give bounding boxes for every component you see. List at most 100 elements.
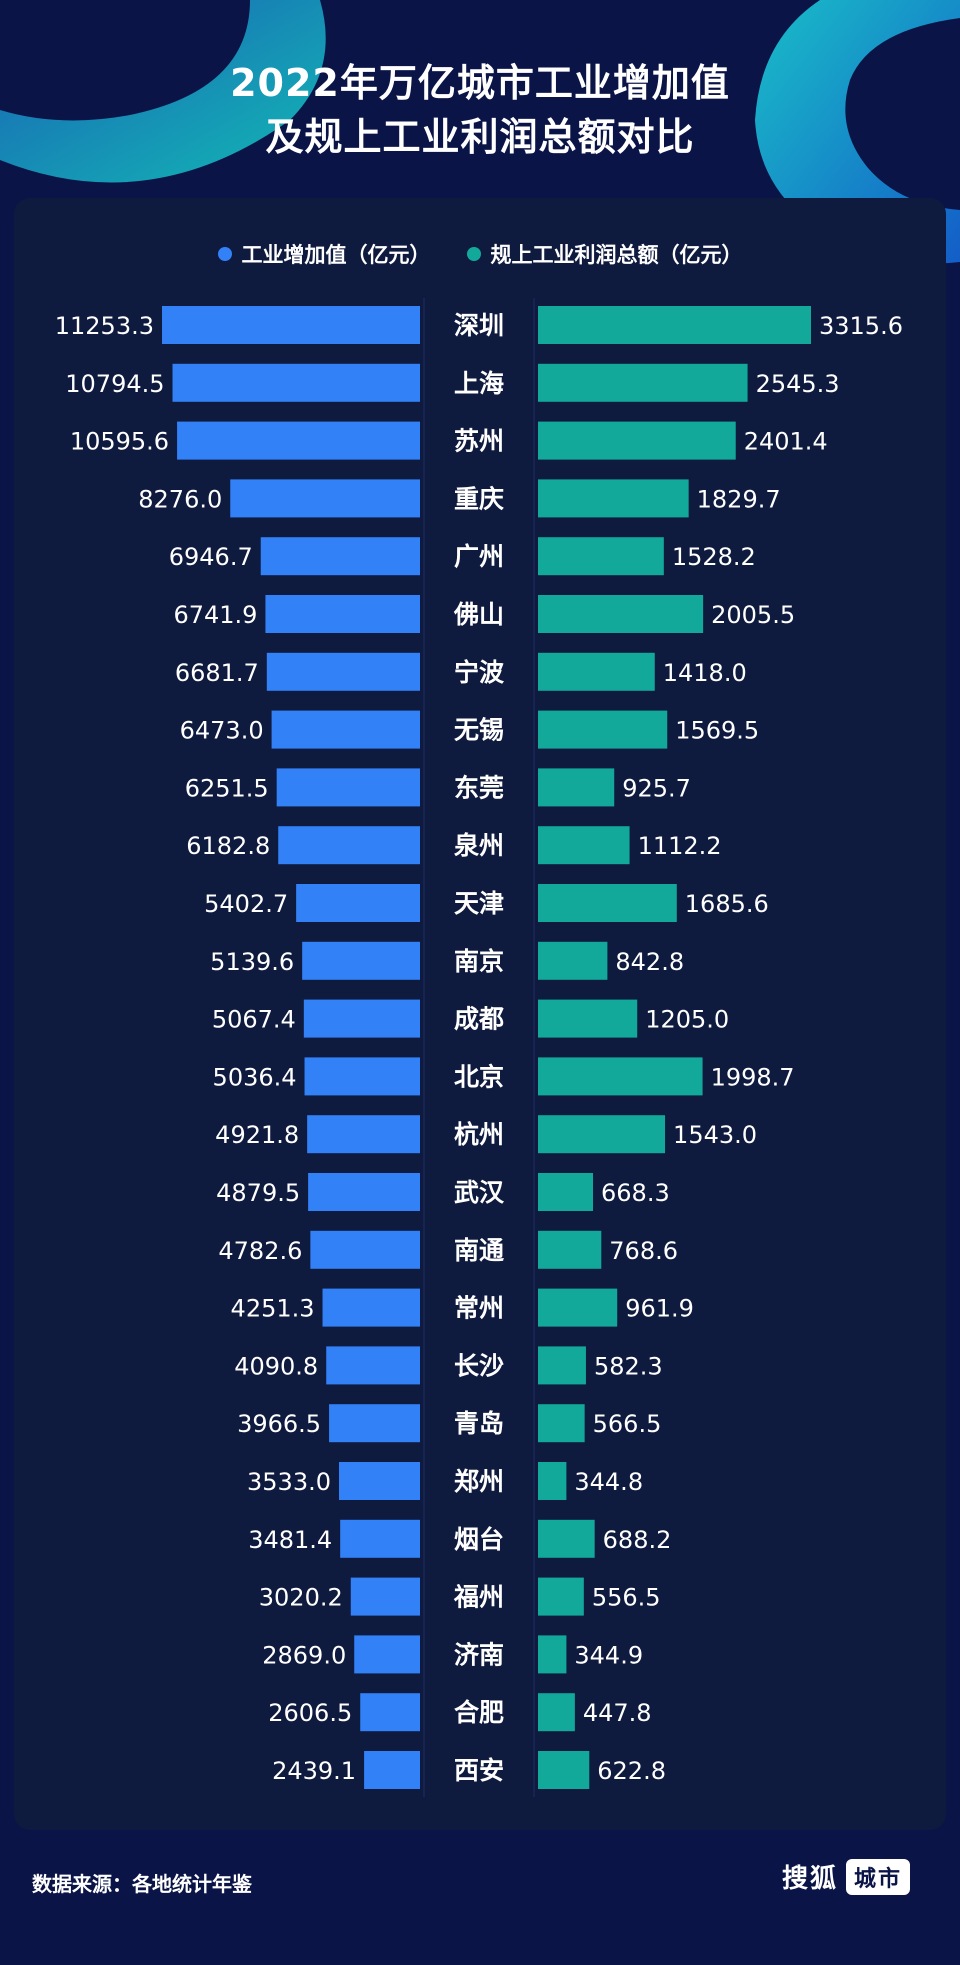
data-label-right: 622.8 xyxy=(597,1757,666,1785)
bar-left xyxy=(310,1230,420,1269)
legend-item-left: 工业增加值（亿元） xyxy=(217,239,431,269)
data-label-right: 1205.0 xyxy=(645,1006,729,1034)
data-label-right: 1543.0 xyxy=(673,1121,757,1149)
category-label: 常州 xyxy=(454,1294,504,1323)
bar-left xyxy=(230,479,420,518)
bar-right xyxy=(538,595,704,633)
data-label-right: 556.5 xyxy=(592,1584,661,1612)
data-label-right: 447.8 xyxy=(583,1699,652,1727)
bar-left xyxy=(303,999,420,1038)
data-label-right: 688.2 xyxy=(603,1526,672,1554)
bar-right xyxy=(538,1173,594,1211)
data-label-left: 11253.3 xyxy=(55,312,154,340)
logo: 搜狐 城市 xyxy=(782,1858,911,1895)
bar-left xyxy=(278,826,420,865)
data-label-right: 2545.3 xyxy=(756,370,840,398)
bar-left xyxy=(177,421,420,460)
data-label-left: 6741.9 xyxy=(173,601,257,629)
data-label-left: 5036.4 xyxy=(213,1063,297,1091)
data-label-right: 1569.5 xyxy=(675,717,759,745)
bar-left xyxy=(354,1635,420,1674)
bar-right xyxy=(538,1693,575,1732)
chart-title: 2022年万亿城市工业增加值 及规上工业利润总额对比 xyxy=(0,56,960,164)
data-label-right: 668.3 xyxy=(601,1179,670,1207)
bar-left xyxy=(360,1693,420,1732)
data-label-left: 6946.7 xyxy=(169,543,253,571)
data-label-left: 8276.0 xyxy=(138,485,222,513)
category-label: 杭州 xyxy=(454,1120,504,1149)
category-label: 上海 xyxy=(454,369,504,398)
category-label: 深圳 xyxy=(454,311,504,340)
bar-right xyxy=(538,363,748,402)
data-label-right: 1685.6 xyxy=(685,890,769,918)
category-label: 泉州 xyxy=(454,831,504,860)
bar-left xyxy=(266,652,420,691)
category-label: 福州 xyxy=(453,1583,504,1612)
category-label: 成都 xyxy=(454,1005,504,1034)
bar-left xyxy=(302,941,420,980)
data-label-left: 4921.8 xyxy=(215,1121,299,1149)
data-label-left: 2869.0 xyxy=(262,1641,346,1669)
bar-right xyxy=(538,1635,567,1674)
data-label-left: 5139.6 xyxy=(210,948,294,976)
bar-right xyxy=(538,1751,590,1789)
bar-right xyxy=(538,710,668,749)
category-label: 西安 xyxy=(454,1756,504,1785)
data-label-left: 4251.3 xyxy=(231,1295,315,1323)
bar-left xyxy=(364,1751,420,1789)
category-label: 南京 xyxy=(454,947,504,976)
chart-panel xyxy=(14,198,946,1830)
data-label-left: 3020.2 xyxy=(259,1584,343,1612)
data-label-right: 2401.4 xyxy=(744,428,828,456)
category-label: 佛山 xyxy=(453,600,504,629)
legend-label-left: 工业增加值（亿元） xyxy=(241,243,431,267)
bar-right xyxy=(538,1346,586,1385)
bar-left xyxy=(265,595,420,633)
bar-left xyxy=(296,884,420,922)
bar-right xyxy=(538,1115,666,1154)
bar-right xyxy=(538,1057,703,1096)
bar-right xyxy=(538,768,615,807)
category-label: 郑州 xyxy=(454,1467,504,1496)
legend-item-right: 规上工业利润总额（亿元） xyxy=(466,239,743,269)
category-label: 武汉 xyxy=(454,1178,505,1207)
data-label-left: 4782.6 xyxy=(218,1237,302,1265)
bar-right xyxy=(538,941,608,980)
bar-left xyxy=(329,1404,420,1443)
category-label: 重庆 xyxy=(454,484,504,513)
data-label-right: 1418.0 xyxy=(663,659,747,687)
bar-left xyxy=(339,1462,420,1500)
bar-right xyxy=(538,306,811,344)
data-label-right: 3315.6 xyxy=(819,312,903,340)
bar-left xyxy=(322,1288,420,1327)
bar-left xyxy=(308,1173,420,1211)
bar-left xyxy=(172,363,420,402)
data-label-right: 344.9 xyxy=(574,1641,643,1669)
data-label-right: 961.9 xyxy=(625,1295,694,1323)
data-label-right: 582.3 xyxy=(594,1352,663,1380)
data-label-left: 4090.8 xyxy=(234,1352,318,1380)
data-label-right: 768.6 xyxy=(609,1237,678,1265)
bar-left xyxy=(271,710,420,749)
data-label-left: 5402.7 xyxy=(204,890,288,918)
legend: 工业增加值（亿元） 规上工业利润总额（亿元） xyxy=(0,236,960,272)
bar-right xyxy=(538,884,677,922)
bar-right xyxy=(538,826,630,865)
logo-box: 城市 xyxy=(846,1858,911,1895)
bar-right xyxy=(538,479,689,518)
bar-left xyxy=(350,1577,420,1616)
bar-left xyxy=(326,1346,420,1385)
bar-right xyxy=(538,1288,618,1327)
data-label-right: 1528.2 xyxy=(672,543,756,571)
category-label: 北京 xyxy=(454,1062,504,1091)
category-label: 广州 xyxy=(454,542,504,571)
category-label: 长沙 xyxy=(454,1351,504,1380)
data-label-left: 6182.8 xyxy=(186,832,270,860)
data-label-left: 6681.7 xyxy=(175,659,259,687)
data-label-left: 5067.4 xyxy=(212,1006,296,1034)
data-label-left: 2439.1 xyxy=(272,1757,356,1785)
category-label: 烟台 xyxy=(454,1525,504,1554)
source-note: 数据来源：各地统计年鉴 xyxy=(32,1872,252,1896)
category-label: 宁波 xyxy=(454,658,505,687)
category-label: 济南 xyxy=(454,1640,504,1669)
